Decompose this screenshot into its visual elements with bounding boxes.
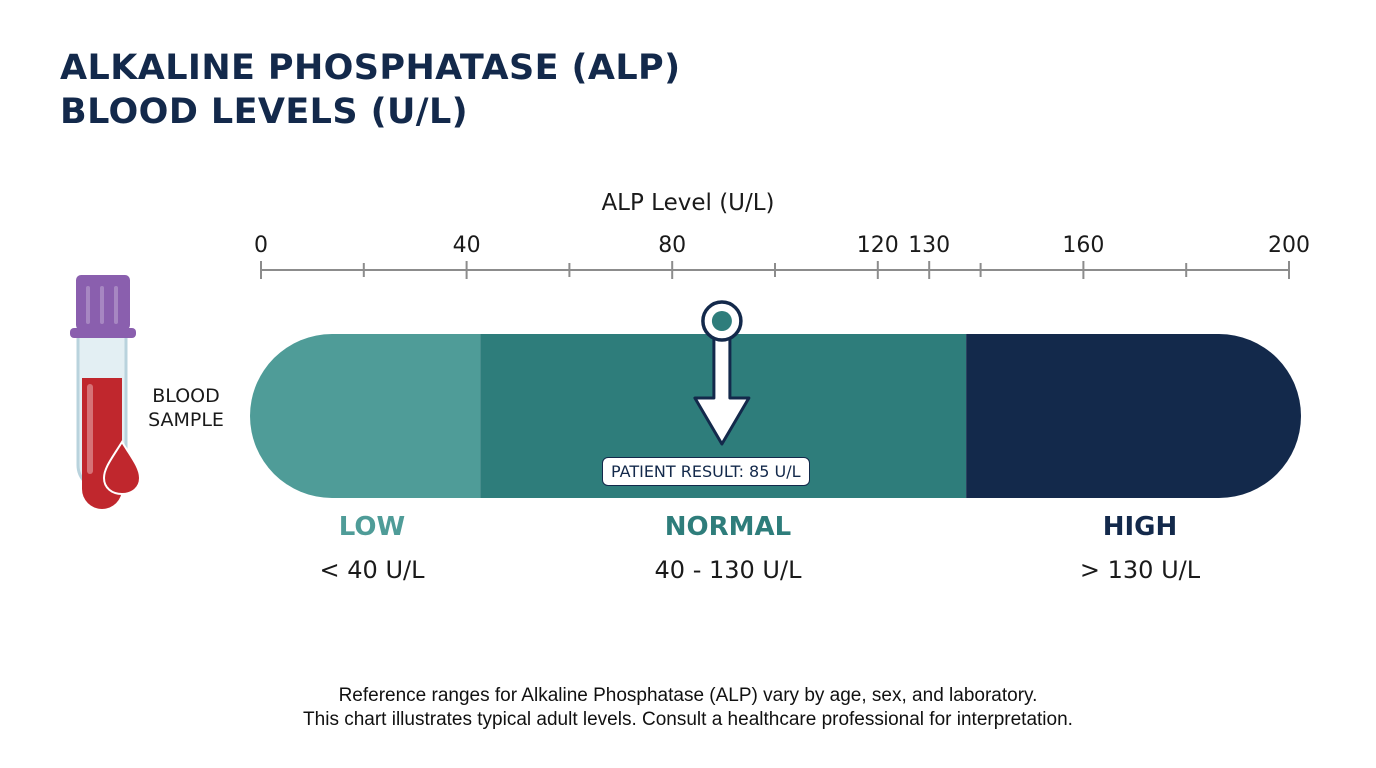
- zone-normal-name: NORMAL: [664, 512, 792, 542]
- tick-label: 0: [254, 233, 268, 258]
- tick-label: 80: [658, 233, 686, 258]
- zone-normal-range: 40 - 130 U/L: [654, 556, 802, 584]
- zone-low-range: < 40 U/L: [319, 556, 425, 584]
- tick-label: 120: [857, 233, 899, 258]
- page-title: ALKALINE PHOSPHATASE (ALP) BLOOD LEVELS …: [60, 46, 681, 134]
- zone-normal: NORMAL 40 - 130 U/L: [578, 512, 878, 584]
- tick-label: 130: [908, 233, 950, 258]
- range-segment-low: [250, 334, 481, 498]
- patient-result-marker: [693, 300, 751, 446]
- footnote: Reference ranges for Alkaline Phosphatas…: [0, 684, 1376, 732]
- sample-label-line-1: BLOOD: [152, 385, 220, 407]
- tick-label: 40: [453, 233, 481, 258]
- tick-label: 200: [1268, 233, 1310, 258]
- zone-high-range: > 130 U/L: [1079, 556, 1201, 584]
- sample-label-line-2: SAMPLE: [148, 409, 224, 431]
- result-pin-dot: [711, 311, 732, 331]
- result-arrow: [693, 334, 751, 446]
- footnote-line-2: This chart illustrates typical adult lev…: [303, 709, 1073, 730]
- title-line-2: BLOOD LEVELS (U/L): [60, 92, 469, 132]
- zone-low-name: LOW: [338, 512, 406, 542]
- title-line-1: ALKALINE PHOSPHATASE (ALP): [60, 48, 681, 88]
- zone-high: HIGH > 130 U/L: [990, 512, 1290, 584]
- x-axis: 0 40 80 120 130 160 200: [254, 233, 1310, 279]
- tick-label: 160: [1062, 233, 1104, 258]
- range-segment-high: [966, 334, 1301, 498]
- zone-high-name: HIGH: [1102, 512, 1178, 542]
- blood-tube-icon: [70, 275, 142, 509]
- blood-sample-label: BLOOD SAMPLE: [134, 384, 238, 432]
- x-axis-label: ALP Level (U/L): [601, 190, 775, 216]
- patient-result-label: PATIENT RESULT: 85 U/L: [602, 457, 810, 486]
- footnote-line-1: Reference ranges for Alkaline Phosphatas…: [338, 685, 1038, 706]
- zone-low: LOW < 40 U/L: [222, 512, 522, 584]
